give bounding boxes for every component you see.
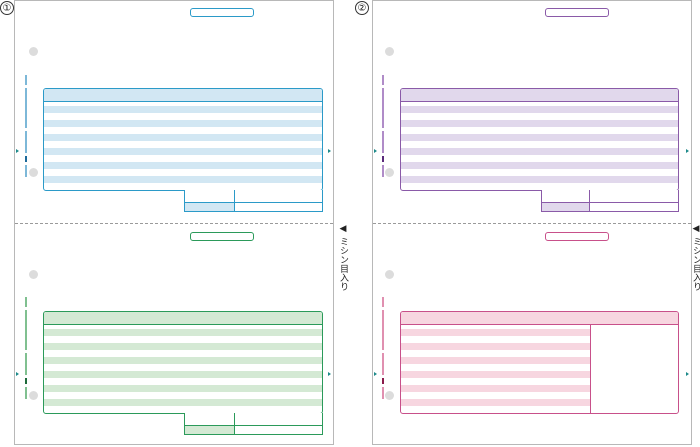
margin-tick: [374, 372, 377, 376]
total-box: [184, 190, 323, 212]
slip-form-bottom: [43, 311, 323, 414]
total-box: [541, 190, 679, 212]
title-tab: [190, 8, 254, 17]
row-stripe: [401, 329, 591, 336]
row-stripe: [401, 162, 678, 169]
row-stripe: [401, 148, 678, 155]
row-stripe: [44, 329, 322, 336]
row-stripe: [44, 371, 322, 378]
side-fine-print: [25, 297, 29, 402]
total-label-cell: [542, 203, 590, 211]
row-stripe: [401, 120, 678, 127]
form-header: [401, 312, 678, 325]
side-fine-print: [25, 75, 29, 180]
row-stripe: [44, 134, 322, 141]
row-stripe: [44, 343, 322, 350]
form-header: [44, 89, 322, 102]
row-stripe: [44, 162, 322, 169]
row-stripe: [401, 176, 678, 183]
punch-hole: [385, 47, 394, 56]
sheet-2: [372, 0, 692, 445]
margin-tick: [328, 372, 331, 376]
margin-tick: [686, 149, 689, 153]
row-stripe: [401, 134, 678, 141]
side-fine-print: [382, 75, 386, 180]
row-stripe: [401, 357, 591, 364]
row-stripe: [44, 176, 322, 183]
sheet-number-label: ②: [355, 1, 369, 15]
title-tab: [545, 232, 609, 241]
margin-tick: [16, 372, 19, 376]
punch-hole: [29, 391, 38, 400]
row-stripe: [44, 357, 322, 364]
row-stripe: [401, 106, 678, 113]
side-fine-print: [382, 297, 386, 402]
row-stripe: [44, 106, 322, 113]
slip-form-top: [400, 88, 679, 191]
slip-form-top: [43, 88, 323, 191]
punch-hole: [29, 47, 38, 56]
row-stripe: [401, 385, 591, 392]
row-stripe: [44, 120, 322, 127]
punch-hole: [385, 168, 394, 177]
sheet-number-label: ①: [0, 1, 14, 15]
row-stripe: [44, 385, 322, 392]
row-stripe: [401, 371, 591, 378]
punch-hole: [29, 168, 38, 177]
punch-hole: [385, 270, 394, 279]
remarks-divider: [590, 324, 591, 413]
total-box: [184, 413, 323, 435]
form-header: [401, 89, 678, 102]
total-label-cell: [185, 426, 235, 434]
punch-hole: [385, 391, 394, 400]
perforation-line: [15, 223, 333, 224]
margin-tick: [328, 149, 331, 153]
margin-tick: [374, 149, 377, 153]
slip-form-bottom: [400, 311, 679, 414]
sheet-1: [14, 0, 334, 445]
row-stripe: [44, 148, 322, 155]
margin-tick: [16, 149, 19, 153]
row-stripe: [401, 343, 591, 350]
title-tab: [190, 232, 254, 241]
perforation-note: ◀ ミシン目入り: [691, 224, 700, 291]
margin-tick: [686, 372, 689, 376]
row-stripe: [401, 399, 591, 406]
perforation-note: ◀ ミシン目入り: [338, 224, 348, 291]
punch-hole: [29, 270, 38, 279]
total-label-cell: [185, 203, 235, 211]
perforation-line: [373, 223, 691, 224]
title-tab: [545, 8, 609, 17]
row-stripe: [44, 399, 322, 406]
form-header: [44, 312, 322, 325]
